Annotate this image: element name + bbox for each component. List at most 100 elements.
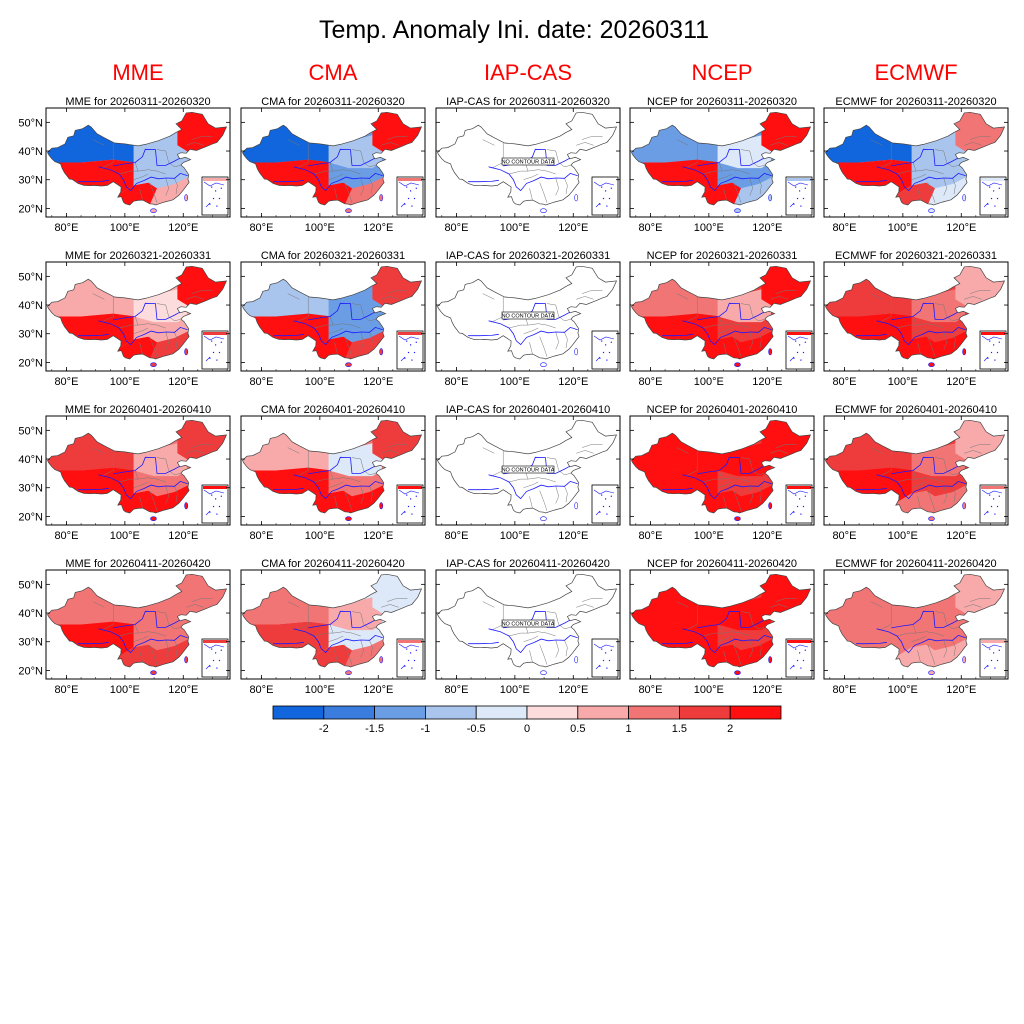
panel-frame (823, 415, 1009, 526)
anomaly-region-central (717, 624, 774, 651)
map-panel-mme-20260401-20260410: MME for 20260401-20260410 50°N 40°N 30°N 20°… (18, 404, 231, 542)
panel-frame (240, 415, 426, 526)
x-tick-label: 120°E (168, 376, 198, 388)
x-tick-label: 100°E (694, 222, 724, 234)
colorbar-tick-label: -1.5 (365, 723, 384, 735)
x-tick-label: 100°E (888, 376, 918, 388)
x-tick-label: 100°E (500, 222, 530, 234)
south-china-sea-inset (201, 484, 229, 524)
x-tick-label: 80°E (249, 222, 273, 234)
x-tick-label: 100°E (110, 530, 140, 542)
china-outline (242, 573, 423, 668)
colorbar-tick-label: -2 (319, 723, 329, 735)
panel-title: NCEP for 20260411-20260420 (647, 558, 797, 570)
panel-title: IAP-CAS for 20260401-20260410 (446, 404, 611, 416)
anomaly-region-central (328, 624, 385, 651)
x-tick-label: 80°E (638, 222, 662, 234)
colorbar-tick-label: 1 (626, 723, 632, 735)
south-china-sea-inset (785, 484, 813, 524)
anomaly-region-central (717, 316, 774, 343)
map-panel-ecmwf-20260311-20260320: ECMWF for 20260311-20260320 80°E 100°E 120°… (823, 96, 1009, 234)
colorbar-segment (323, 705, 375, 720)
panel-frame (435, 415, 621, 526)
x-tick-label: 120°E (946, 376, 976, 388)
panel-title: MME for 20260411-20260420 (65, 558, 210, 570)
map-panel-ecmwf-20260321-20260331: ECMWF for 20260321-20260331 80°E 100°E 120°… (823, 250, 1009, 388)
x-tick-label: 100°E (694, 530, 724, 542)
map-panel-ncep-20260401-20260410: NCEP for 20260401-20260410 80°E 100°E 120°E (629, 404, 815, 542)
x-tick-label: 120°E (752, 376, 782, 388)
y-tick-label: 30°N (18, 175, 43, 187)
x-tick-label: 100°E (110, 222, 140, 234)
china-outline (47, 419, 228, 514)
panel-title: MME for 20260311-20260320 (65, 96, 210, 108)
x-tick-label: 120°E (558, 684, 588, 696)
china-outline (437, 111, 618, 206)
x-tick-label: 80°E (54, 530, 78, 542)
panel-title: MME for 20260401-20260410 (65, 404, 211, 416)
model-header-ncep: NCEP (691, 60, 752, 85)
china-outline (242, 111, 423, 206)
x-tick-label: 100°E (500, 530, 530, 542)
anomaly-region-central (328, 162, 385, 189)
x-tick-label: 80°E (249, 530, 273, 542)
south-china-sea-inset (591, 638, 619, 678)
y-tick-label: 40°N (18, 300, 43, 312)
x-tick-label: 80°E (444, 530, 468, 542)
colorbar-segment (374, 705, 426, 720)
x-tick-label: 80°E (832, 530, 856, 542)
panel-title: NCEP for 20260321-20260331 (647, 250, 798, 262)
china-outline (47, 111, 228, 206)
colorbar-segment (526, 705, 579, 720)
map-panel-mme-20260411-20260420: MME for 20260411-20260420 50°N 40°N 30°N 20°… (18, 558, 231, 696)
x-tick-label: 100°E (694, 684, 724, 696)
y-tick-label: 20°N (18, 357, 43, 369)
figure-title: Temp. Anomaly Ini. date: 20260311 (319, 16, 709, 44)
map-panel-ecmwf-20260411-20260420: ECMWF for 20260411-20260420 80°E 100°E 120°… (823, 558, 1009, 696)
map-panel-mme-20260311-20260320: MME for 20260311-20260320 50°N 40°N 30°N 20°… (18, 96, 231, 234)
colorbar-tick-label: -0.5 (467, 723, 486, 735)
panel-frame (629, 415, 815, 526)
model-header-ecmwf: ECMWF (874, 60, 957, 85)
south-china-sea-inset (201, 176, 229, 216)
south-china-sea-inset (396, 330, 424, 370)
y-tick-label: 50°N (18, 117, 43, 129)
y-tick-label: 20°N (18, 511, 43, 523)
x-tick-label: 100°E (888, 530, 918, 542)
x-tick-label: 120°E (558, 222, 588, 234)
panel-grid: MME for 20260311-20260320 50°N 40°N 30°N 20°… (18, 96, 1009, 696)
x-tick-label: 80°E (638, 684, 662, 696)
map-panel-iap-cas-20260311-20260320: IAP-CAS for 20260311-20260320 NO CONTOUR … (435, 96, 621, 234)
x-tick-label: 120°E (558, 530, 588, 542)
x-tick-label: 120°E (168, 222, 198, 234)
south-china-sea-inset (591, 484, 619, 524)
anomaly-region-central (911, 162, 968, 189)
south-china-sea-inset (201, 330, 229, 370)
anomaly-region-central (133, 624, 190, 651)
map-panel-ncep-20260321-20260331: NCEP for 20260321-20260331 80°E 100°E 120°E (629, 250, 815, 388)
china-outline (825, 111, 1006, 206)
model-headers: MME CMA IAP-CAS NCEP ECMWF (112, 60, 957, 85)
panel-title: CMA for 20260401-20260410 (261, 404, 405, 416)
x-tick-label: 80°E (832, 376, 856, 388)
x-tick-label: 80°E (54, 684, 78, 696)
china-outline (47, 265, 228, 360)
x-tick-label: 80°E (54, 376, 78, 388)
y-tick-label: 40°N (18, 608, 43, 620)
china-outline (825, 573, 1006, 668)
no-data-label: NO CONTOUR DATA (502, 160, 555, 166)
colorbar-segment (729, 705, 782, 720)
south-china-sea-inset (979, 176, 1007, 216)
no-data-label: NO CONTOUR DATA (502, 468, 555, 474)
anomaly-region-central (911, 624, 968, 651)
anomaly-region-central (911, 470, 968, 497)
china-outline (631, 573, 812, 668)
x-tick-label: 100°E (888, 222, 918, 234)
x-tick-label: 80°E (444, 222, 468, 234)
y-tick-label: 30°N (18, 483, 43, 495)
x-tick-label: 80°E (249, 684, 273, 696)
x-tick-label: 80°E (638, 530, 662, 542)
panel-title: CMA for 20260411-20260420 (261, 558, 405, 570)
panel-frame (435, 261, 621, 372)
x-tick-label: 120°E (752, 222, 782, 234)
